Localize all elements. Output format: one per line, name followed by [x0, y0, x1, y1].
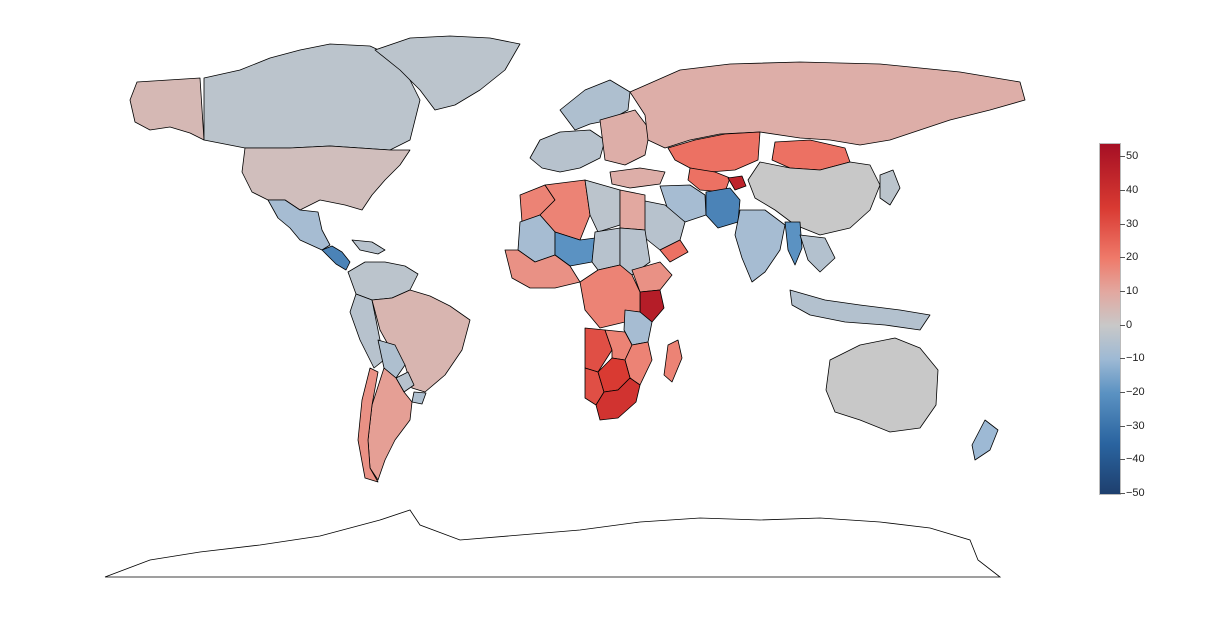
- region-central-america: [321, 245, 351, 271]
- region-southeast-asia: [799, 234, 836, 273]
- colorbar-tick: [1120, 493, 1125, 494]
- region-myanmar: [784, 221, 803, 266]
- colorbar-tick-label: 40: [1126, 184, 1139, 197]
- region-russia: [629, 61, 1026, 149]
- region-new-zealand: [971, 419, 999, 461]
- region-china: [747, 161, 881, 236]
- region-chad: [591, 227, 621, 271]
- region-usa: [241, 145, 411, 211]
- colorbar-tick-label: 50: [1126, 150, 1139, 163]
- region-west-africa: [504, 249, 581, 289]
- region-japan-korea: [879, 169, 901, 206]
- colorbar-tick: [1120, 291, 1125, 293]
- region-alaska: [129, 77, 205, 141]
- colorbar-tick-label: −10: [1126, 352, 1145, 365]
- region-australia: [825, 337, 939, 433]
- region-antarctica: [104, 509, 1002, 578]
- region-south-africa: [595, 377, 641, 421]
- colorbar-tick-label: 0: [1126, 318, 1133, 331]
- region-uruguay: [411, 391, 427, 405]
- colorbar-tick: [1120, 223, 1125, 225]
- region-indonesia: [789, 289, 931, 331]
- colorbar-tick: [1120, 459, 1125, 461]
- region-tajikistan: [727, 175, 747, 191]
- region-chile: [357, 367, 379, 483]
- region-egypt: [619, 189, 646, 231]
- colorbar-tick-label: −30: [1126, 419, 1145, 432]
- region-kazakhstan: [667, 131, 761, 173]
- colorbar-tick: [1120, 392, 1125, 394]
- region-eastern-europe: [599, 109, 651, 166]
- colorbar-tick-label: 30: [1126, 217, 1139, 230]
- colorbar-tick-label: −40: [1126, 453, 1145, 466]
- region-angola: [584, 327, 613, 373]
- region-greenland: [374, 35, 521, 111]
- colorbar-tick-label: −50: [1126, 487, 1145, 499]
- region-yemen: [659, 239, 689, 263]
- colorbar-tick: [1120, 324, 1125, 326]
- colorbar-gradient: [1099, 143, 1121, 495]
- colorbar-tick-label: −20: [1126, 386, 1145, 399]
- region-libya: [584, 179, 621, 233]
- colorbar-legend: 50 40 30 20 10 0 −10 −20 −30 −40 −50: [1096, 143, 1156, 499]
- region-afghanistan-pakistan: [705, 187, 741, 229]
- colorbar-tick: [1120, 190, 1125, 192]
- colorbar-tick-label: 10: [1126, 285, 1139, 298]
- region-turkey: [609, 167, 666, 189]
- region-madagascar: [663, 339, 683, 383]
- colorbar-tick: [1120, 156, 1125, 158]
- colorbar-tick-label: 20: [1126, 251, 1139, 264]
- colorbar-tick: [1120, 257, 1125, 259]
- region-mexico: [267, 199, 331, 251]
- region-india: [734, 209, 786, 283]
- region-western-europe: [529, 129, 606, 173]
- region-caribbean: [351, 239, 386, 255]
- colorbar-tick: [1120, 358, 1125, 360]
- colorbar-tick: [1120, 425, 1125, 427]
- country-shapes: [104, 35, 1026, 578]
